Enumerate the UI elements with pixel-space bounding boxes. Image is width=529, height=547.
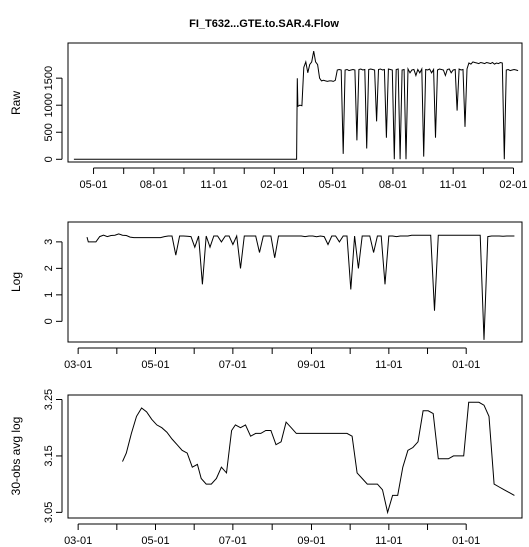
x-tick-label-avg-2: 07-01 bbox=[219, 535, 247, 547]
x-tick-label-raw-7: 02-01 bbox=[499, 179, 527, 191]
y-tick-label-log-0: 0 bbox=[43, 318, 55, 324]
panel-log-plot bbox=[86, 233, 515, 340]
figure-title: FI_T632...GTE.to.SAR.4.Flow bbox=[189, 18, 339, 30]
x-tick-label-avg-3: 09-01 bbox=[297, 535, 325, 547]
x-tick-label-raw-5: 08-01 bbox=[379, 179, 407, 191]
panel-log-ylabel: Log bbox=[9, 272, 23, 292]
y-tick-label-raw-1: 500 bbox=[43, 123, 55, 141]
y-tick-label-raw-3: 1500 bbox=[43, 66, 55, 90]
x-tick-label-log-4: 11-01 bbox=[375, 359, 402, 371]
x-tick-label-avg-4: 11-01 bbox=[375, 535, 402, 547]
panel-raw-plot bbox=[73, 51, 519, 160]
y-tick-label-log-3: 3 bbox=[43, 239, 55, 245]
x-tick-label-avg-5: 01-01 bbox=[452, 535, 480, 547]
y-tick-label-log-1: 1 bbox=[43, 292, 55, 298]
panel-raw-frame bbox=[67, 42, 523, 163]
panel-avg: 30-obs avg log 03-01 05-01 07-01 09-01 11-01… bbox=[9, 389, 523, 547]
x-tick-label-avg-0: 03-01 bbox=[64, 535, 92, 547]
panel-avg-frame bbox=[67, 394, 523, 519]
panel-raw-x-axis: 05-01 08-01 11-01 02-01 05-01 08-01 11-01 02-01 bbox=[79, 167, 528, 191]
x-tick-label-raw-4: 05-01 bbox=[319, 179, 347, 191]
panel-avg-x-axis: 03-01 05-01 07-01 09-01 11-01 01-01 bbox=[64, 523, 480, 547]
panel-log-x-axis: 03-01 05-01 07-01 09-01 11-01 01-01 bbox=[64, 347, 480, 371]
x-tick-label-raw-0: 05-01 bbox=[79, 179, 107, 191]
y-tick-label-avg-0: 3.05 bbox=[43, 502, 55, 523]
x-tick-label-avg-1: 05-01 bbox=[141, 535, 169, 547]
y-tick-label-avg-2: 3.25 bbox=[43, 389, 55, 410]
x-tick-label-log-3: 09-01 bbox=[297, 359, 325, 371]
panel-raw-ylabel: Raw bbox=[9, 91, 23, 115]
x-tick-label-raw-1: 08-01 bbox=[140, 179, 168, 191]
panel-raw-y-axis: 0 500 1000 1500 bbox=[43, 66, 63, 162]
panel-log-y-axis: 0 1 2 3 bbox=[43, 239, 63, 324]
panel-log-frame bbox=[67, 221, 523, 343]
panel-avg-ylabel: 30-obs avg log bbox=[9, 417, 23, 496]
x-tick-label-log-2: 07-01 bbox=[219, 359, 247, 371]
x-tick-label-log-5: 01-01 bbox=[452, 359, 480, 371]
y-tick-label-raw-0: 0 bbox=[43, 156, 55, 162]
x-tick-label-log-0: 03-01 bbox=[64, 359, 92, 371]
series-line-raw bbox=[73, 51, 519, 160]
panel-log: Log 03-01 05-01 07-01 09-01 11-01 01-01 0 1 2 3 bbox=[9, 221, 523, 371]
x-tick-label-raw-6: 11-01 bbox=[440, 179, 467, 191]
x-tick-label-log-1: 05-01 bbox=[141, 359, 169, 371]
y-tick-label-raw-2: 1000 bbox=[43, 93, 55, 117]
panel-avg-plot bbox=[122, 401, 515, 515]
y-tick-label-avg-1: 3.15 bbox=[43, 445, 55, 466]
series-line-log bbox=[86, 233, 515, 340]
y-tick-label-log-2: 2 bbox=[43, 265, 55, 271]
x-tick-label-raw-3: 02-01 bbox=[260, 179, 288, 191]
x-tick-label-raw-2: 11-01 bbox=[200, 179, 227, 191]
panel-avg-y-axis: 3.05 3.15 3.25 bbox=[43, 389, 63, 523]
panel-raw: Raw 05-01 08-01 11-01 02-01 05-01 08-01 11-01 0… bbox=[9, 42, 528, 191]
series-line-avg bbox=[122, 401, 515, 515]
